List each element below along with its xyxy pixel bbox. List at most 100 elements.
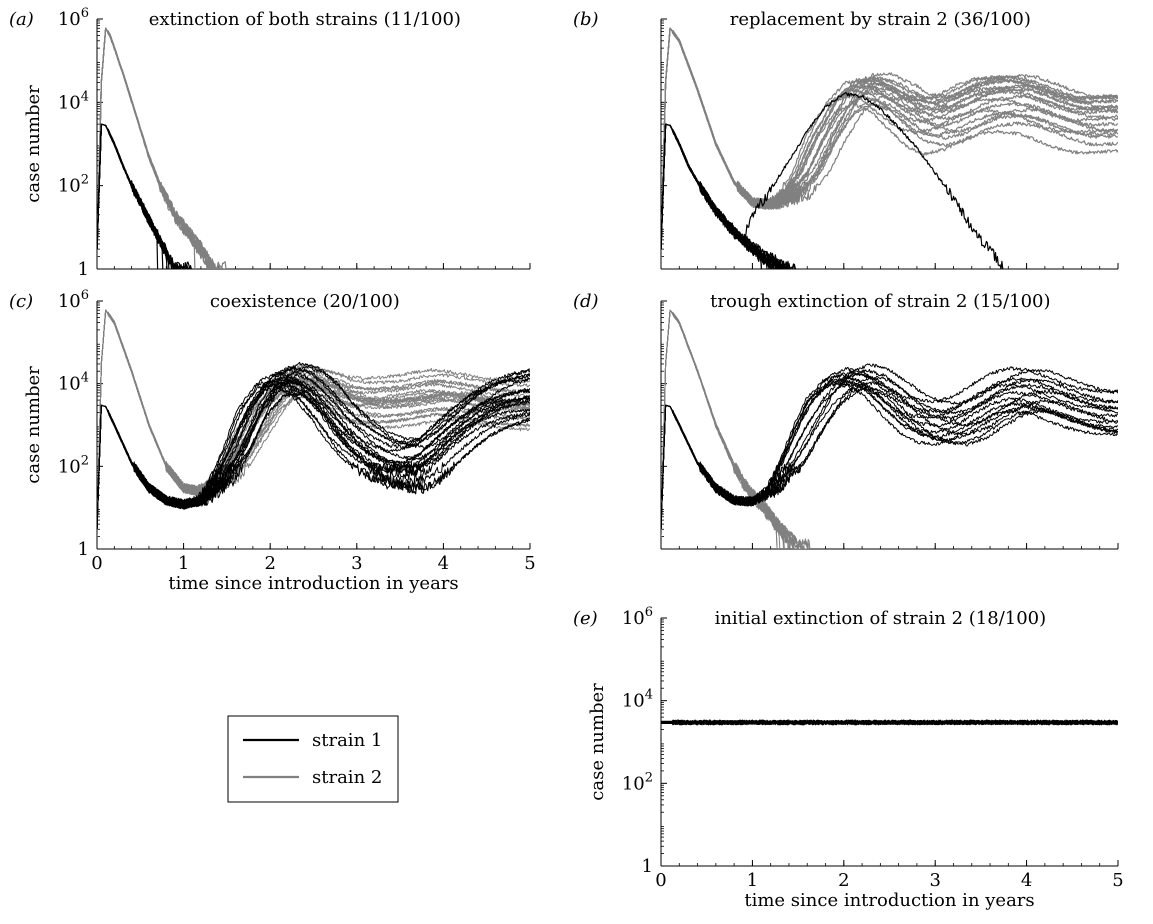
x-tick-label: 0 xyxy=(655,870,666,891)
x-tick-label: 5 xyxy=(1112,870,1123,891)
panel-label: (d) xyxy=(573,291,599,312)
series-group xyxy=(661,309,1118,549)
x-tick-label: 2 xyxy=(838,870,849,891)
series-line xyxy=(97,309,530,537)
series-line xyxy=(97,309,530,537)
legend-label-strain-2: strain 2 xyxy=(312,767,382,788)
series-line xyxy=(97,378,530,530)
series-strain-2 xyxy=(97,309,530,537)
y-axis-label: case number xyxy=(23,85,44,203)
y-tick-label: 1 xyxy=(78,539,89,560)
y-tick-label: 104 xyxy=(622,688,653,712)
x-tick-label: 1 xyxy=(178,553,189,574)
y-tick-label: 1 xyxy=(78,259,89,280)
panel-title: extinction of both strains (11/100) xyxy=(149,9,461,30)
series-line xyxy=(97,309,530,537)
x-tick-label: 1 xyxy=(747,870,758,891)
y-axis-label: case number xyxy=(23,366,44,484)
series-line xyxy=(97,123,190,269)
legend-label-strain-1: strain 1 xyxy=(312,730,382,751)
x-tick-label: 2 xyxy=(264,553,275,574)
series-line xyxy=(97,309,530,537)
series-line xyxy=(97,123,170,269)
series-line xyxy=(97,309,530,537)
y-tick-label: 104 xyxy=(58,371,89,395)
series-strain-2 xyxy=(97,27,227,269)
x-tick-label: 5 xyxy=(524,553,535,574)
x-tick-label: 4 xyxy=(1021,870,1032,891)
series-line xyxy=(97,309,530,537)
panel-label: (e) xyxy=(573,608,598,629)
series-strain-2 xyxy=(661,27,1118,257)
series-line xyxy=(97,309,530,537)
series-group xyxy=(661,719,1118,726)
series-line xyxy=(97,309,530,537)
series-line xyxy=(97,123,159,269)
series-line xyxy=(661,123,790,269)
y-tick-label: 106 xyxy=(622,605,653,629)
y-tick-label: 106 xyxy=(58,288,89,312)
series-line xyxy=(661,27,1118,257)
series-line xyxy=(661,309,809,549)
legend-box xyxy=(227,715,399,803)
series-line xyxy=(97,309,530,537)
series-line xyxy=(97,309,530,537)
series-line xyxy=(661,369,1118,530)
series-strain-1 xyxy=(661,363,1118,530)
x-axis-label: time since introduction in years xyxy=(744,890,1034,911)
y-tick-label: 106 xyxy=(58,6,89,30)
series-line xyxy=(661,719,1118,724)
series-strain-1 xyxy=(661,123,797,269)
series-line xyxy=(97,123,164,269)
series-group xyxy=(97,309,530,537)
series-line xyxy=(743,92,1004,269)
x-tick-label: 0 xyxy=(91,553,102,574)
series-strain-1 xyxy=(97,361,530,530)
series-line xyxy=(661,309,811,549)
series-line xyxy=(661,309,810,549)
series-line xyxy=(97,309,530,537)
panel-title: replacement by strain 2 (36/100) xyxy=(730,9,1031,30)
legend: strain 1 strain 2 xyxy=(227,715,399,803)
panel-label: (b) xyxy=(573,9,599,30)
series-group xyxy=(661,27,1118,269)
panel-label: (a) xyxy=(9,9,34,30)
series-line xyxy=(97,309,530,537)
panel-title: trough extinction of strain 2 (15/100) xyxy=(710,291,1050,312)
series-line xyxy=(97,123,189,269)
series-strain-1 xyxy=(97,123,192,269)
series-strain-1 xyxy=(661,719,1118,726)
panel-d: (d) trough extinction of strain 2 (15/100… xyxy=(573,291,1119,550)
series-group xyxy=(97,27,227,269)
panel-label: (c) xyxy=(9,291,33,312)
series-line xyxy=(97,309,530,537)
series-line xyxy=(97,309,530,537)
series-line xyxy=(97,371,530,530)
series-line xyxy=(661,309,810,549)
y-tick-label: 104 xyxy=(58,89,89,113)
series-line xyxy=(97,309,530,537)
panel-title: coexistence (20/100) xyxy=(210,291,400,312)
y-tick-label: 102 xyxy=(622,770,653,794)
series-strain-1 xyxy=(743,92,1004,269)
series-line xyxy=(97,27,218,269)
y-axis-label: case number xyxy=(587,683,608,801)
y-tick-label: 102 xyxy=(58,453,89,477)
series-line xyxy=(97,123,192,269)
series-strain-2 xyxy=(661,309,811,549)
series-line xyxy=(661,309,781,549)
x-axis-label: time since introduction in years xyxy=(168,573,458,594)
x-tick-label: 3 xyxy=(929,870,940,891)
series-line xyxy=(97,309,530,537)
series-line xyxy=(661,372,1118,530)
series-line xyxy=(97,123,173,269)
series-line xyxy=(97,309,530,537)
series-line xyxy=(661,375,1118,530)
series-line xyxy=(97,309,530,537)
series-line xyxy=(97,309,530,537)
series-line xyxy=(97,309,530,537)
